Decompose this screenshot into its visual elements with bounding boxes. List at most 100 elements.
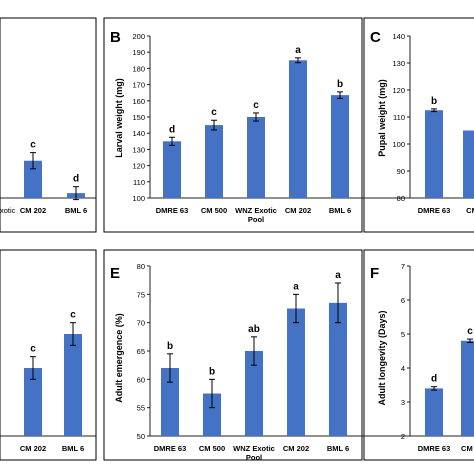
y-tick-label: 130	[132, 145, 145, 154]
y-tick-label: 120	[132, 162, 145, 171]
x-tick-label: CM 202	[285, 206, 311, 215]
y-tick-label: 7	[401, 262, 405, 271]
x-tick-label: CM 202	[20, 206, 46, 215]
x-tick-label: DMRE 63	[154, 444, 187, 453]
x-tick-label: WNZ Exotic	[233, 444, 275, 453]
y-tick-label: 140	[392, 32, 405, 41]
y-tick-label: 170	[132, 81, 145, 90]
chart-panel-a: xotic c CM 202 d BML 6	[0, 140, 96, 215]
bar	[161, 368, 179, 436]
significance-letter: d	[431, 374, 437, 385]
panel-b-label: B	[110, 29, 121, 46]
y-tick-label: 80	[397, 194, 405, 203]
x-tick-label: Pool	[246, 453, 262, 462]
bar	[24, 368, 42, 436]
significance-letter: b	[209, 366, 215, 377]
y-tick-label: 75	[137, 290, 145, 299]
significance-letter: c	[211, 107, 217, 118]
chart-panel-c: Pupal weight (mg) 80 90 100 110 120 130 140 b DM…	[377, 32, 474, 215]
x-tick-label: BML 6	[327, 444, 349, 453]
bar	[463, 130, 474, 198]
chart-panel-b: Larval weight (mg) 100 110 120 130 140 150 160…	[114, 32, 474, 224]
panel-f-frame	[363, 249, 474, 461]
y-tick-label: 110	[393, 113, 405, 122]
significance-letter: c	[30, 344, 36, 355]
x-tick-label: BML 6	[329, 206, 351, 215]
x-tick-label: CM 500	[201, 206, 227, 215]
x-tick-label: BML 6	[65, 206, 87, 215]
bar	[245, 351, 263, 436]
bar	[287, 308, 305, 436]
x-tick-label: CM	[466, 206, 474, 215]
panel-f-label: F	[370, 265, 379, 282]
y-tick-label: 90	[397, 167, 405, 176]
y-tick-label: 160	[132, 97, 145, 106]
y-tick-label: 180	[132, 64, 145, 73]
x-tick-label: DMRE 63	[156, 206, 189, 215]
y-tick-label: 140	[132, 129, 145, 138]
chart-panel-f: Adult longevity (Days) 2 3 4 5 6 7 d DMRE 63 c CM…	[377, 262, 474, 453]
x-tick-label: DMRE 63	[418, 444, 451, 453]
x-tick-label: DMRE 63	[418, 206, 451, 215]
y-tick-label: 65	[137, 347, 145, 356]
significance-letter: d	[169, 124, 175, 135]
y-tick-label: 6	[401, 296, 405, 305]
y-tick-label: 200	[132, 32, 145, 41]
significance-letter: b	[431, 96, 437, 107]
y-tick-label: 2	[401, 432, 405, 441]
x-tick-label: WNZ Exotic	[235, 206, 277, 215]
x-tick-label: CM 5	[461, 444, 474, 453]
x-tick-label: BML 6	[62, 444, 84, 453]
panel-d-frame	[0, 249, 97, 461]
y-tick-label: 3	[401, 398, 405, 407]
x-tick-label: CM 202	[20, 444, 46, 453]
significance-letter: ab	[248, 324, 260, 335]
y-tick-label: 80	[137, 262, 145, 271]
significance-letter: b	[167, 341, 173, 352]
panel-c-frame	[363, 17, 474, 233]
significance-letter: c	[467, 326, 473, 337]
x-tick-label: CM 202	[283, 444, 309, 453]
panel-a-frame	[0, 17, 97, 233]
bar	[425, 110, 443, 198]
bar	[461, 340, 474, 436]
bar	[331, 95, 349, 198]
y-tick-label: 120	[392, 86, 405, 95]
panel-e-label: E	[110, 265, 120, 282]
y-tick-label: 4	[401, 364, 405, 373]
y-tick-label: 55	[137, 404, 145, 413]
y-tick-label: 5	[401, 330, 405, 339]
chart-panel-d: c CM 202 c BML 6	[0, 310, 96, 453]
y-tick-label: 60	[137, 375, 145, 384]
y-axis-title: Adult emergence (%)	[114, 313, 124, 403]
bar	[329, 302, 347, 436]
y-axis-title: Adult longevity (Days)	[377, 310, 387, 405]
bar	[205, 125, 223, 198]
y-tick-label: 50	[137, 432, 145, 441]
significance-letter: a	[293, 281, 299, 292]
y-tick-label: 130	[392, 59, 405, 68]
y-tick-label: 100	[392, 140, 405, 149]
significance-letter: b	[337, 79, 343, 90]
y-tick-label: 190	[132, 48, 145, 57]
significance-letter: a	[295, 45, 301, 56]
bar	[425, 388, 443, 436]
significance-letter: c	[253, 100, 259, 111]
significance-letter: a	[335, 270, 341, 281]
y-axis-title: Pupal weight (mg)	[377, 79, 387, 157]
significance-letter: d	[73, 174, 79, 185]
y-tick-label: 150	[132, 113, 145, 122]
x-tick-label: Pool	[248, 215, 264, 224]
significance-letter: c	[30, 140, 36, 151]
chart-panel-e: Adult emergence (%) 50556065707580bDMRE …	[114, 262, 474, 462]
x-tick-label: CM 500	[199, 444, 225, 453]
significance-letter: c	[70, 310, 76, 321]
y-tick-label: 100	[132, 194, 145, 203]
y-tick-label: 70	[137, 319, 145, 328]
bar	[289, 60, 307, 198]
panel-b-frame	[103, 17, 363, 233]
panel-e-frame	[103, 249, 363, 461]
bar	[247, 117, 265, 198]
bar	[24, 160, 42, 198]
